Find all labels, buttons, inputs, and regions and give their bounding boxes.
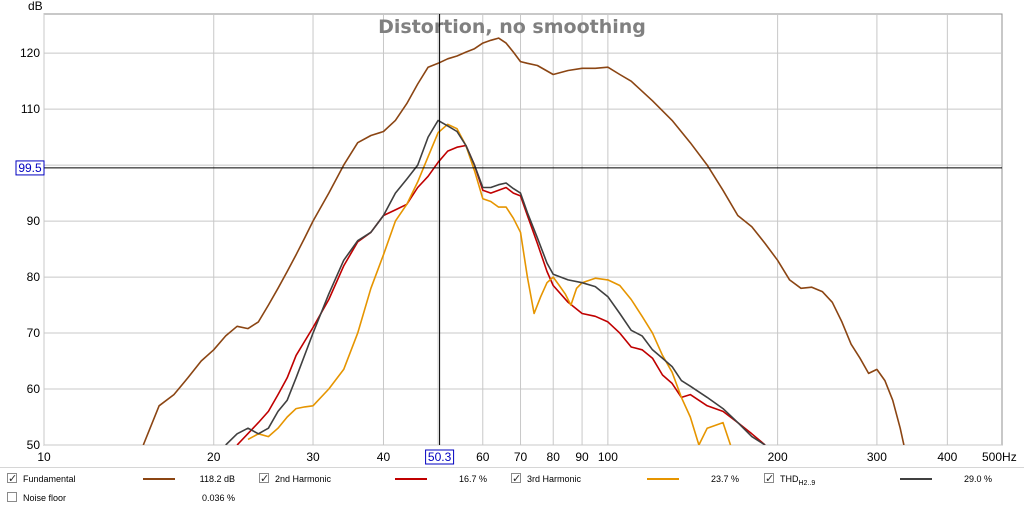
series-layer	[142, 37, 905, 445]
legend-swatch	[395, 478, 427, 480]
x-tick-label: 90	[575, 450, 589, 464]
y-tick-label: 110	[21, 102, 40, 116]
cursor-crosshair[interactable]: 50.3 99.5	[15, 14, 1002, 465]
x-tick-label: 200	[768, 450, 788, 464]
grid-lines	[43, 14, 1002, 446]
series-line-2nd-harmonic	[236, 144, 766, 445]
legend-label: Noise floor	[23, 493, 67, 503]
y-tick-label: 90	[27, 214, 41, 228]
legend-item-noise-floor[interactable]: Noise floor 0.036 %	[7, 489, 247, 507]
y-tick-label: 50	[27, 438, 41, 452]
series-line-thd	[225, 119, 766, 445]
legend-label: Fundamental	[23, 474, 76, 484]
series-line-3rd-harmonic	[247, 123, 732, 445]
legend-swatch	[900, 478, 932, 480]
legend-value: 0.036 %	[201, 493, 235, 503]
x-tick-label: 80	[547, 450, 561, 464]
x-unit-label: 500Hz	[982, 450, 1017, 464]
x-tick-label: 400	[937, 450, 957, 464]
3rd-harmonic-checkbox[interactable]	[511, 470, 521, 488]
x-tick-label: 60	[476, 450, 490, 464]
cursor-x-readout: 50.3	[428, 450, 452, 464]
legend-label: THDH2..9	[780, 470, 815, 493]
y-axis-label: dB	[28, 0, 43, 13]
x-tick-label: 40	[377, 450, 391, 464]
legend-item-fundamental[interactable]: Fundamental 118.2 dB	[7, 470, 247, 488]
chart-title: Distortion, no smoothing	[378, 16, 646, 38]
distortion-chart: 50 60 70 80 90 110 120 10 20 30 40 60 70 80 90 100 200 30…	[15, 0, 1017, 465]
x-tick-label: 30	[306, 450, 320, 464]
series-line-fundamental	[142, 37, 905, 445]
noise-floor-checkbox[interactable]	[7, 492, 17, 502]
x-tick-label: 20	[207, 450, 221, 464]
legend-label: 3rd Harmonic	[527, 474, 582, 484]
thd-label: THD	[780, 474, 799, 484]
legend-item-2nd-harmonic[interactable]: 2nd Harmonic 16.7 %	[259, 470, 499, 488]
axis-labels: 50 60 70 80 90 110 120 10 20 30 40 60 70 80 90 100 200 30…	[20, 46, 958, 464]
x-tick-label: 10	[37, 450, 51, 464]
legend-value: 29.0 %	[963, 474, 992, 484]
legend-value: 23.7 %	[710, 474, 739, 484]
x-tick-label: 70	[514, 450, 528, 464]
plot-background	[43, 13, 1003, 446]
legend-item-thd[interactable]: THDH2..9 29.0 %	[764, 470, 1004, 488]
legend-panel: Fundamental 118.2 dB 2nd Harmonic 16.7 %…	[0, 467, 1024, 511]
cursor-x-readout-box	[425, 449, 455, 465]
legend-swatch	[143, 478, 175, 480]
legend-item-3rd-harmonic[interactable]: 3rd Harmonic 23.7 %	[511, 470, 751, 488]
thd-checkbox[interactable]	[764, 470, 774, 488]
cursor-y-readout: 99.5	[18, 161, 42, 175]
legend-value: 118.2 dB	[199, 474, 235, 484]
y-tick-label: 60	[27, 382, 41, 396]
fundamental-checkbox[interactable]	[7, 470, 17, 488]
y-tick-label: 70	[27, 326, 41, 340]
x-tick-label: 300	[867, 450, 887, 464]
y-tick-label: 80	[27, 270, 41, 284]
legend-value: 16.7 %	[458, 474, 487, 484]
cursor-y-readout-box	[15, 160, 45, 176]
thd-subscript: H2..9	[798, 479, 816, 487]
2nd-harmonic-checkbox[interactable]	[259, 470, 269, 488]
legend-swatch	[647, 478, 679, 480]
legend-label: 2nd Harmonic	[275, 474, 332, 484]
y-tick-label: 120	[20, 46, 40, 60]
x-tick-label: 100	[598, 450, 618, 464]
